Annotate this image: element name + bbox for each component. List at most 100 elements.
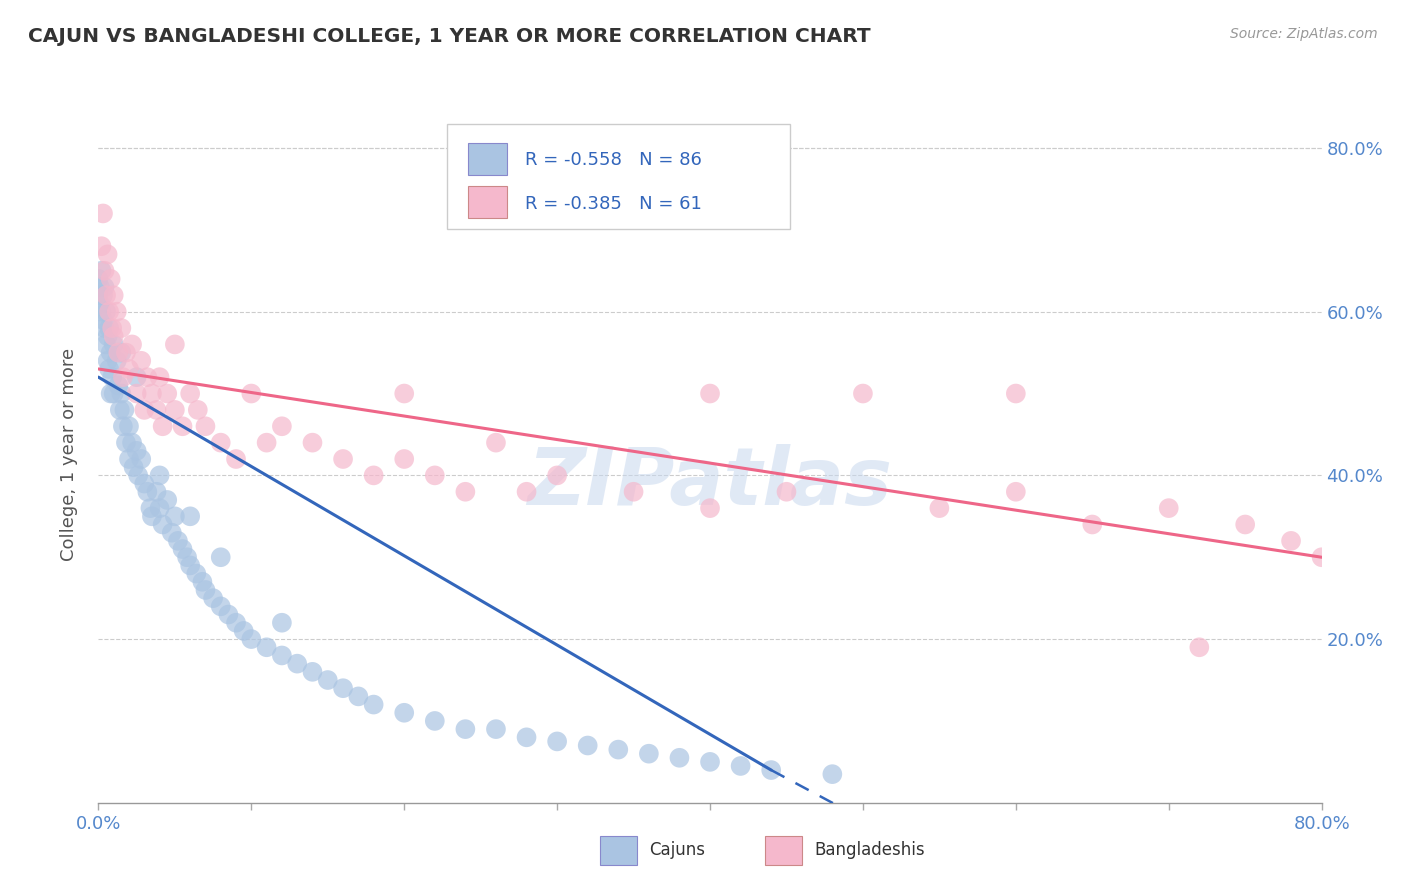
Point <box>363 468 385 483</box>
Point <box>194 582 217 597</box>
Point <box>332 452 354 467</box>
Point <box>87 288 110 302</box>
Y-axis label: College, 1 year or more: College, 1 year or more <box>59 349 77 561</box>
Point <box>100 345 122 359</box>
Point <box>89 296 111 310</box>
Point <box>637 747 661 761</box>
Point <box>98 304 121 318</box>
Point <box>240 386 263 401</box>
FancyBboxPatch shape <box>765 836 801 865</box>
Point <box>270 419 292 434</box>
Point <box>194 419 217 434</box>
Point <box>134 476 156 491</box>
FancyBboxPatch shape <box>468 144 508 175</box>
Point <box>152 517 174 532</box>
Point <box>668 751 690 765</box>
Point <box>90 304 112 318</box>
Point <box>139 501 162 516</box>
Point <box>136 484 159 499</box>
Point <box>852 386 875 401</box>
Point <box>152 419 174 434</box>
Point <box>301 665 323 679</box>
Point <box>167 533 190 548</box>
Point <box>202 591 225 606</box>
Point <box>141 509 163 524</box>
Point <box>125 443 148 458</box>
Point <box>127 468 149 483</box>
Point <box>821 767 844 781</box>
Point <box>100 386 122 401</box>
Point <box>240 632 263 646</box>
Point <box>301 435 323 450</box>
Point <box>256 435 278 450</box>
Point <box>516 484 538 499</box>
Point <box>110 386 132 401</box>
Point <box>232 624 254 638</box>
Point <box>98 362 121 376</box>
Point <box>121 337 143 351</box>
Point <box>163 337 186 351</box>
Point <box>285 657 308 671</box>
Point <box>107 378 129 392</box>
Point <box>485 435 508 450</box>
Point <box>156 492 179 507</box>
Point <box>256 640 278 655</box>
Point <box>91 206 114 220</box>
Point <box>454 722 477 736</box>
Point <box>1081 517 1104 532</box>
Point <box>93 264 115 278</box>
Point <box>392 452 416 467</box>
Point <box>93 280 115 294</box>
Point <box>546 468 568 483</box>
Point <box>332 681 354 696</box>
Point <box>91 313 114 327</box>
Point <box>172 542 194 557</box>
Point <box>209 435 232 450</box>
Point <box>270 615 292 630</box>
Point <box>607 742 630 756</box>
Point <box>1157 501 1180 516</box>
Point <box>145 403 167 417</box>
Point <box>149 370 172 384</box>
FancyBboxPatch shape <box>468 186 508 218</box>
Point <box>118 419 141 434</box>
Point <box>209 550 232 565</box>
Point <box>191 574 214 589</box>
Point <box>103 386 125 401</box>
Point <box>110 345 132 359</box>
Point <box>179 558 201 573</box>
Point <box>108 403 131 417</box>
Point <box>105 353 128 368</box>
Point <box>101 370 124 384</box>
Point <box>103 337 125 351</box>
Point <box>115 435 138 450</box>
Point <box>136 370 159 384</box>
Text: Cajuns: Cajuns <box>650 841 704 859</box>
Point <box>122 460 145 475</box>
Point <box>775 484 797 499</box>
Point <box>699 755 721 769</box>
Point <box>97 353 120 368</box>
Point <box>149 468 172 483</box>
Text: R = -0.558   N = 86: R = -0.558 N = 86 <box>526 151 702 169</box>
Text: CAJUN VS BANGLADESHI COLLEGE, 1 YEAR OR MORE CORRELATION CHART: CAJUN VS BANGLADESHI COLLEGE, 1 YEAR OR … <box>28 27 870 45</box>
Point <box>163 509 186 524</box>
Point <box>149 501 172 516</box>
Point <box>97 329 120 343</box>
Point <box>699 386 721 401</box>
Point <box>423 714 446 728</box>
Point <box>89 280 111 294</box>
Point <box>623 484 645 499</box>
Point <box>928 501 950 516</box>
Point <box>105 304 128 318</box>
Point <box>115 345 138 359</box>
Point <box>730 759 752 773</box>
Point <box>101 321 124 335</box>
Point <box>316 673 339 687</box>
Point <box>172 419 194 434</box>
Point <box>129 452 152 467</box>
Point <box>129 353 152 368</box>
Point <box>392 706 416 720</box>
Point <box>546 734 568 748</box>
Point <box>121 435 143 450</box>
